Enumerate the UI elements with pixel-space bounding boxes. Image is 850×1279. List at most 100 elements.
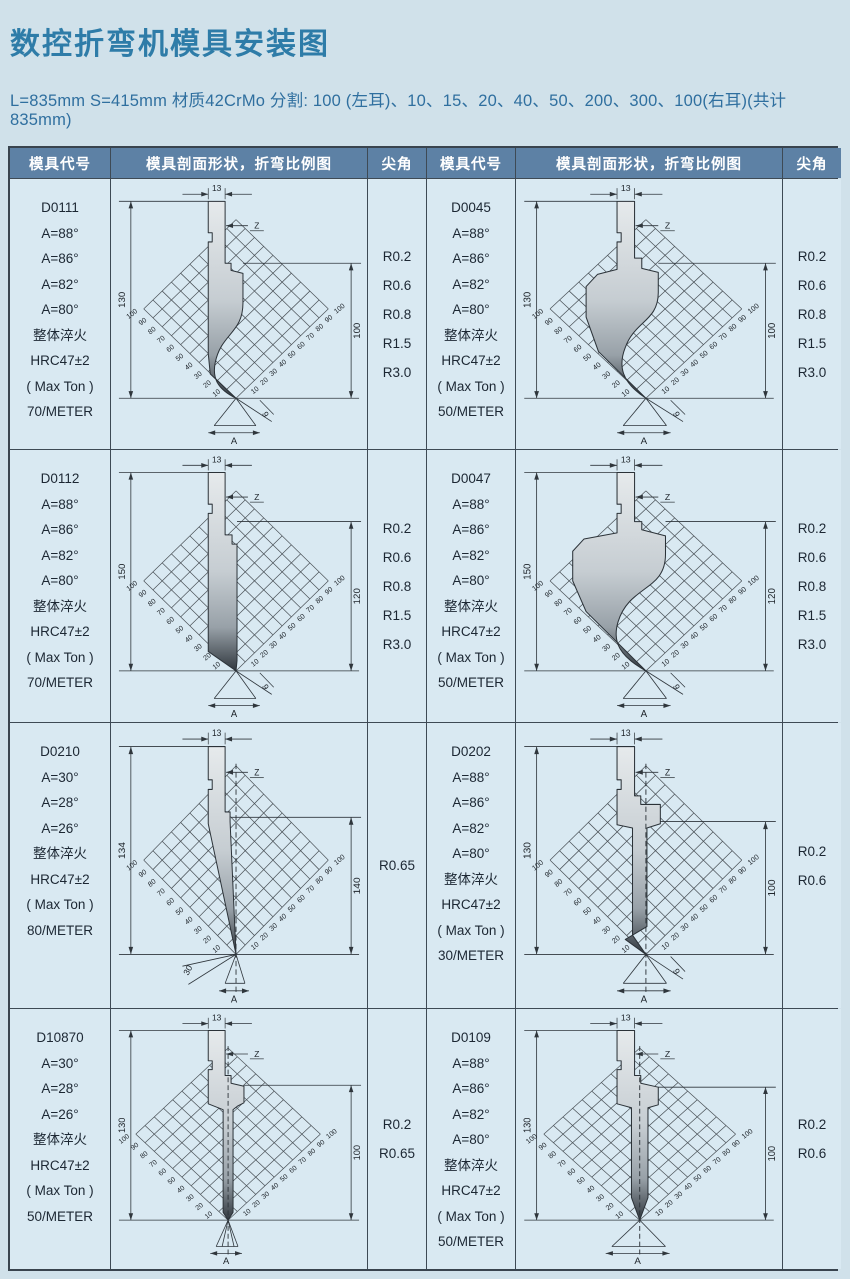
grid-scale-label: 90 — [323, 864, 334, 876]
tip-radius-value: R0.6 — [382, 277, 412, 293]
tip-radius-value: R0.6 — [797, 277, 827, 293]
grid-scale-label: 70 — [563, 334, 574, 345]
grid-scale-label: 20 — [201, 933, 212, 945]
left-height-dimension: 130 — [522, 1118, 533, 1133]
grid-scale-label: 40 — [689, 630, 700, 641]
grid-scale-label: 100 — [531, 307, 545, 321]
tip-radius-value: R0.2 — [797, 248, 827, 264]
tip-angle-dimension: 9 — [671, 410, 682, 419]
grid-scale-label: 80 — [552, 877, 564, 889]
grid-scale-label: 60 — [708, 340, 719, 351]
grid-scale-label: 60 — [572, 615, 583, 626]
grid-scale-label: 70 — [717, 883, 729, 895]
mold-code: D0109 — [451, 1030, 491, 1045]
grid-scale-label: 40 — [176, 1185, 187, 1195]
grid-scale-label: 70 — [562, 886, 574, 898]
grid-scale-label: 80 — [139, 1150, 150, 1160]
mold-spec-cell: D0202 A=88° A=86° A=82° A=80° 整体淬火 HRC47±2 ( Ma… — [427, 723, 515, 1008]
grid-scale-label: 40 — [278, 359, 288, 369]
punch-body — [616, 746, 661, 955]
grid-scale-label: 80 — [727, 874, 739, 886]
grid-scale-label: 100 — [746, 574, 760, 588]
spec-line: ( Max Ton ) — [437, 649, 505, 665]
grid-scale-label: 50 — [175, 353, 185, 363]
punch-body — [585, 200, 659, 399]
grid-scale-label: 40 — [184, 634, 194, 645]
grid-scale-label: 50 — [175, 625, 185, 636]
grid-scale-label: 70 — [155, 886, 166, 898]
grid-scale-label: 70 — [718, 331, 729, 342]
grid-scale-label: 60 — [166, 344, 176, 354]
spec-line: 50/METER — [437, 1234, 505, 1249]
grid-scale-label: 20 — [669, 930, 681, 942]
grid-scale-label: 20 — [259, 377, 269, 387]
tip-radius-value: R0.2 — [797, 1117, 827, 1132]
tip-radius-value: R0.2 — [382, 1117, 412, 1132]
grid-scale-label: 100 — [325, 1128, 339, 1141]
grid-scale-label: 30 — [679, 367, 690, 378]
grid-scale-label: 60 — [702, 1165, 713, 1175]
grid-scale-label: 100 — [530, 858, 545, 873]
grid-scale-label: 100 — [118, 1133, 132, 1146]
grid-scale-label: 30 — [674, 1191, 685, 1201]
spec-line: A=26° — [41, 820, 79, 836]
mold-code: D10870 — [36, 1030, 84, 1045]
tip-radius-value: R0.2 — [382, 520, 412, 536]
tip-radius-value: R3.0 — [382, 364, 412, 380]
left-height-dimension: 130 — [522, 291, 533, 308]
grid-scale-label: 20 — [610, 933, 622, 945]
spec-line: A=82° — [452, 276, 490, 292]
spec-line: A=88° — [452, 1055, 490, 1071]
tip-radius-value: R0.8 — [382, 306, 412, 322]
mold-spec-cell: D10870 A=30° A=28° A=26° 整体淬火 HRC47±2 ( Max To… — [10, 1009, 110, 1269]
grid-scale-label: 10 — [211, 942, 222, 954]
tip-angle-dimension: 9 — [671, 683, 682, 692]
spec-line: ( Max Ton ) — [437, 1208, 505, 1224]
mold-spec-cell: D0109 A=88° A=86° A=82° A=80° 整体淬火 HRC47±2 ( Ma… — [427, 1009, 515, 1269]
grid-scale-label: 60 — [572, 343, 583, 354]
grid-scale-label: 50 — [287, 622, 297, 633]
mold-code: D0111 — [41, 200, 79, 215]
tooling-table: 模具代号 模具剖面形状，折弯比例图 尖角 模具代号 模具剖面形状，折弯比例图 尖角 D011… — [8, 146, 841, 1271]
grid-scale-label: 60 — [572, 895, 584, 907]
header-profile-shape: 模具剖面形状，折弯比例图 — [516, 148, 782, 178]
grid-scale-label: 40 — [683, 1182, 694, 1192]
grid-scale-label: 10 — [614, 1211, 625, 1221]
tip-angle-dimension: 9 — [671, 967, 682, 976]
punch-body — [616, 1030, 659, 1221]
grid-scale-label: 10 — [249, 940, 260, 952]
offset-dimension: Z — [665, 221, 671, 231]
spec-line: HRC47±2 — [441, 624, 501, 639]
grid-scale-label: 90 — [543, 867, 555, 879]
tip-radius-value: R1.5 — [382, 335, 412, 351]
grid-scale-label: 10 — [620, 943, 632, 955]
grid-scale-label: 60 — [567, 1168, 578, 1178]
grid-scale-label: 50 — [698, 621, 709, 632]
spec-line: A=86° — [452, 522, 490, 537]
base-width-dimension: A — [231, 709, 238, 720]
spec-line: ( Max Ton ) — [437, 922, 505, 938]
top-width-dimension: 13 — [212, 1013, 222, 1023]
grid-scale-label: 30 — [261, 1191, 272, 1201]
grid-scale-label: 80 — [315, 595, 325, 606]
right-height-dimension: 140 — [352, 877, 363, 895]
spec-line: 整体淬火 — [444, 1157, 498, 1173]
spec-line: A=82° — [452, 820, 490, 836]
header-profile-shape: 模具剖面形状，折弯比例图 — [111, 148, 367, 178]
grid-scale-label: 50 — [698, 349, 709, 360]
spec-line: 50/METER — [26, 1208, 94, 1224]
grid-scale-label: 10 — [660, 940, 672, 952]
grid-scale-label: 40 — [688, 911, 700, 923]
offset-dimension: Z — [254, 492, 259, 502]
grid-scale-label: 30 — [193, 370, 203, 380]
tip-radius-value: R0.8 — [797, 578, 827, 594]
grid-scale-label: 90 — [138, 589, 148, 600]
spec-line: 整体淬火 — [33, 1132, 87, 1147]
grid-scale-label: 10 — [620, 660, 631, 671]
grid-scale-label: 100 — [333, 303, 346, 316]
tip-radius-value: R0.2 — [797, 520, 827, 536]
grid-scale-label: 30 — [193, 643, 203, 654]
grid-scale-label: 50 — [576, 1176, 587, 1186]
